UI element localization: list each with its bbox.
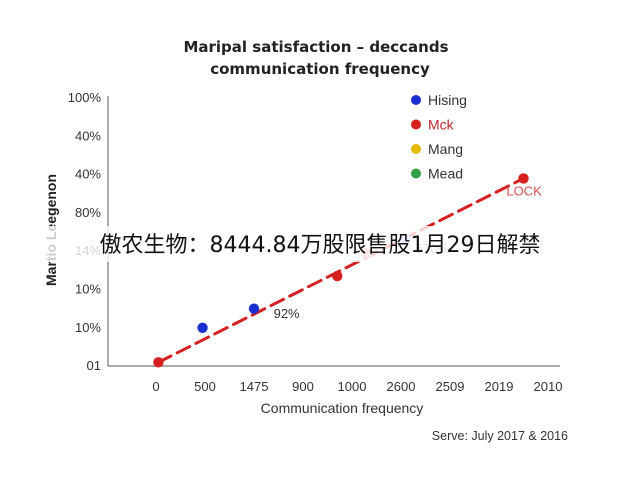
legend-label: Hising: [428, 92, 467, 108]
data-point-mck: [332, 270, 343, 282]
data-point-mck: [153, 357, 164, 368]
data-point-hising: [248, 303, 260, 314]
legend-marker: [411, 95, 421, 105]
x-tick-label: 1000: [338, 379, 367, 394]
x-axis-label: Communication frequency: [261, 400, 424, 416]
x-tick-label: 0: [152, 379, 159, 394]
x-tick-label: 900: [292, 379, 314, 394]
y-tick-label: 100%: [68, 90, 102, 105]
x-tick-label: 2509: [436, 379, 465, 394]
y-tick-label: 80%: [75, 205, 101, 220]
banner-background: [0, 226, 640, 262]
legend-marker: [411, 144, 421, 154]
y-tick-label: 01: [87, 358, 101, 373]
legend-marker: [411, 119, 421, 130]
y-tick-label: 40%: [75, 128, 101, 143]
annotation-label: LOCK: [506, 184, 542, 199]
annotation-label: 92%: [274, 306, 300, 321]
y-tick-label: 40%: [75, 167, 101, 182]
trendline-group: [156, 176, 525, 364]
legend-label: Mang: [428, 141, 463, 157]
x-tick-label: 2010: [534, 379, 563, 394]
legend-marker: [411, 168, 421, 179]
y-tick-label: 10%: [75, 320, 101, 335]
overlay-banner: 傲农生物：8444.84万股限售股1月29日解禁: [100, 233, 541, 258]
data-point-hising: [197, 322, 208, 333]
x-tick-label: 1475: [240, 379, 269, 394]
chart-title-line-2: communication frequency: [210, 60, 430, 78]
legend-label: Mck: [428, 117, 455, 133]
legend-label: Mead: [428, 166, 463, 182]
x-tick-label: 500: [194, 379, 216, 394]
source-note: Serve: July 2017 & 2016: [432, 429, 568, 443]
x-tick-label: 2600: [387, 379, 416, 394]
data-point-mck: [518, 173, 529, 184]
chart-title-line-1: Maripal satisfaction – deccands: [183, 38, 448, 56]
legend: Hising Mck Mang Mead: [411, 92, 467, 182]
x-tick-labels: 0 500 1475 900 1000 2600 2509 2019 2010: [152, 379, 562, 394]
y-tick-label: 10%: [75, 282, 101, 297]
x-tick-label: 2019: [485, 379, 514, 394]
trendline: [156, 176, 525, 364]
